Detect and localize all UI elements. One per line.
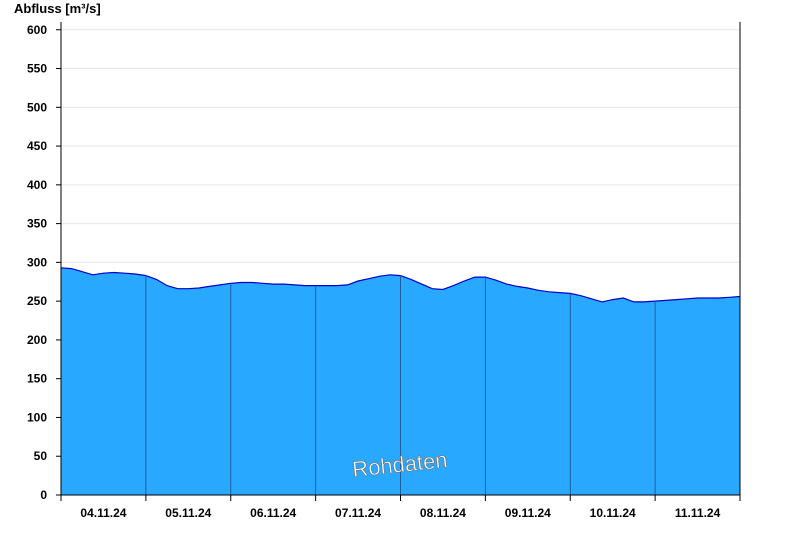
x-tick-label: 07.11.24 [335,506,381,520]
x-tick-label: 05.11.24 [165,506,211,520]
y-axis-label: Abfluss [m³/s] [14,1,101,16]
y-tick-label: 200 [27,333,47,347]
x-tick-label: 11.11.24 [675,506,721,520]
x-tick-label: 09.11.24 [505,506,551,520]
y-tick-label: 600 [27,23,47,37]
y-tick-label: 350 [27,217,47,231]
x-tick-label: 10.11.24 [590,506,636,520]
day-separator-lines [145,275,656,495]
y-tick-labels: 0 50 100 150 200 250 300 350 400 450 500 550 600 [27,23,61,502]
y-tick-label: 500 [27,100,47,114]
y-tick-label: 150 [27,372,47,386]
y-tick-label: 450 [27,139,47,153]
axes [56,22,741,496]
y-tick-label: 50 [34,449,48,463]
x-tick-label: 06.11.24 [250,506,296,520]
y-tick-label: 0 [40,488,47,502]
x-tick-labels: 04.11.24 05.11.24 06.11.24 07.11.24 08.11.24… [60,495,741,520]
x-tick-label: 08.11.24 [420,506,466,520]
y-tick-label: 550 [27,62,47,76]
y-tick-label: 300 [27,255,47,269]
x-tick-label: 04.11.24 [80,506,126,520]
y-tick-label: 100 [27,410,47,424]
y-tick-label: 250 [27,294,47,308]
y-tick-label: 400 [27,178,47,192]
